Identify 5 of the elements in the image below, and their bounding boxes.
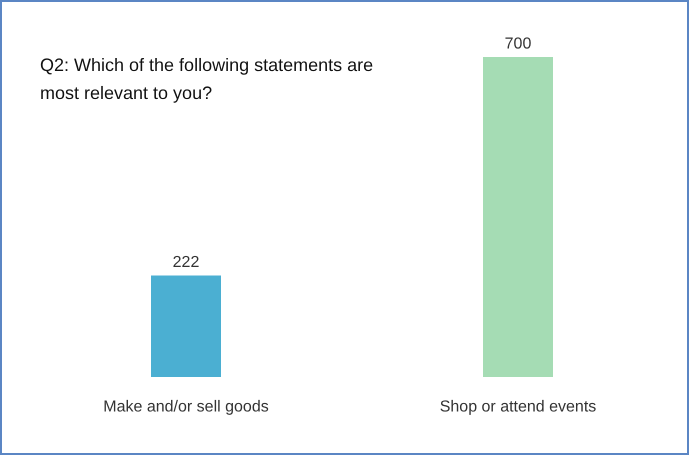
data-label: 700 — [504, 36, 532, 52]
text: Q2: Which of the following statements are most relevant to you? — [40, 55, 378, 103]
x-tick-label: Shop or attend events — [440, 398, 596, 416]
data-label: 222 — [172, 254, 200, 272]
x-tick-label: Make and/or sell goods — [103, 398, 269, 416]
